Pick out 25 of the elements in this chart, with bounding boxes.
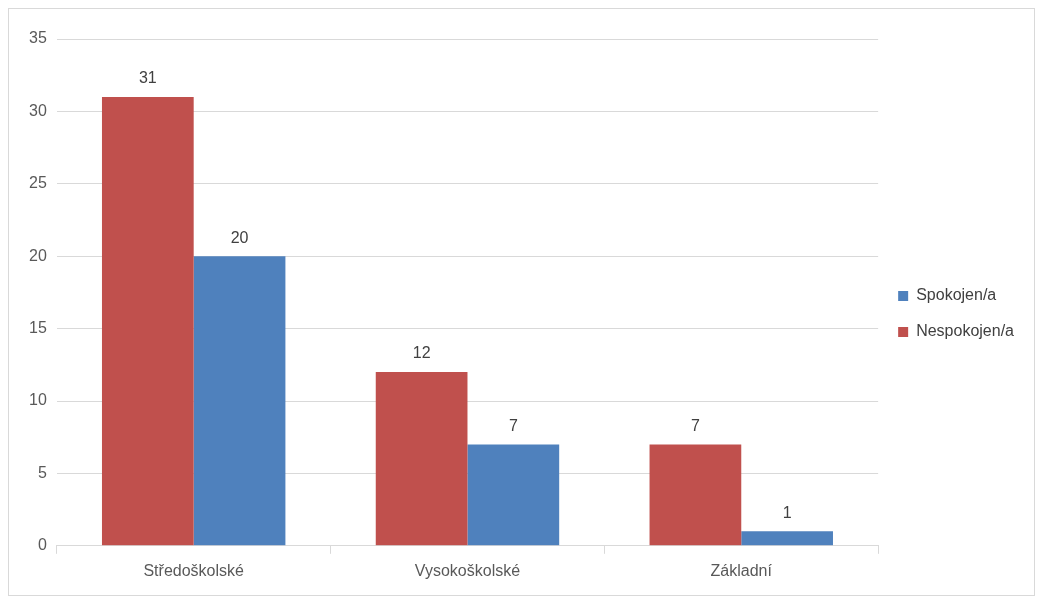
legend-label: Spokojen/a	[916, 286, 997, 304]
y-tick-label: 10	[29, 391, 47, 409]
data-label: 12	[412, 344, 431, 362]
x-tick-label: Středoškolské	[143, 561, 245, 579]
y-tick-label: 20	[29, 246, 47, 264]
x-tick-label: Základní	[710, 561, 773, 579]
y-tick-label: 15	[29, 319, 47, 337]
bar	[375, 372, 468, 546]
x-tick-label: Vysokoškolské	[414, 561, 521, 579]
data-label: 7	[508, 416, 518, 434]
y-tick-label: 25	[29, 174, 47, 192]
legend-label: Nespokojen/a	[916, 322, 1015, 340]
y-tick-label: 0	[37, 536, 47, 554]
bar	[649, 444, 742, 546]
bar	[467, 444, 560, 546]
y-tick-label: 35	[29, 29, 47, 47]
y-tick-label: 5	[37, 463, 47, 481]
y-tick-label: 30	[29, 101, 47, 119]
data-label: 1	[782, 503, 792, 521]
bar	[101, 96, 194, 546]
data-label: 31	[138, 69, 157, 87]
bar	[741, 531, 833, 546]
data-label: 20	[230, 228, 249, 246]
data-label: 7	[690, 416, 700, 434]
bar	[193, 256, 286, 546]
